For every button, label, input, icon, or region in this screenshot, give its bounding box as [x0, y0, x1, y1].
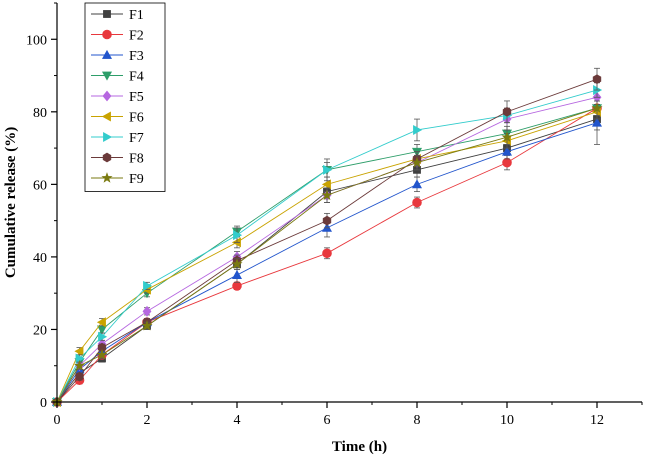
data-point	[142, 305, 152, 317]
x-tick-label: 12	[590, 413, 604, 428]
data-point	[591, 102, 603, 113]
data-point	[411, 179, 423, 189]
legend: F1 F2 F3 F4 F5 F6 F7 F8 F9	[84, 2, 166, 192]
data-point	[502, 106, 512, 117]
x-tick-label: 10	[500, 413, 514, 428]
x-axis-title: Time (h)	[332, 439, 387, 455]
legend-label: F7	[129, 131, 144, 146]
data-point	[502, 157, 512, 168]
data-point	[413, 124, 423, 135]
legend-marker	[101, 71, 113, 81]
data-point	[501, 146, 513, 156]
legend-label: F9	[129, 172, 144, 187]
legend-marker	[101, 49, 113, 59]
y-tick-label: 80	[33, 106, 47, 121]
data-point	[233, 230, 243, 241]
data-point	[75, 353, 85, 364]
legend-label: F5	[129, 90, 144, 105]
series-layer	[51, 67, 603, 408]
x-tick-label: 6	[324, 413, 331, 428]
y-tick-label: 0	[40, 396, 47, 411]
data-point	[323, 164, 333, 175]
legend-label: F8	[129, 152, 144, 167]
y-axis-title: Cumulative release (%)	[3, 127, 19, 278]
data-point	[321, 179, 331, 190]
data-point	[591, 117, 603, 127]
legend-item-f3: F3	[91, 49, 144, 64]
legend-label: F1	[129, 8, 144, 23]
data-point	[322, 248, 332, 259]
data-point	[143, 280, 153, 291]
y-tick-label: 20	[33, 323, 47, 338]
legend-marker	[103, 131, 113, 143]
x-tick-label: 2	[144, 413, 151, 428]
legend-label: F3	[129, 49, 144, 64]
data-point	[501, 131, 513, 142]
data-point	[411, 156, 423, 168]
data-point	[321, 189, 333, 200]
legend-label: F6	[129, 111, 144, 126]
legend-box	[84, 2, 166, 192]
legend-marker	[103, 10, 111, 18]
data-point	[231, 269, 243, 279]
data-point	[96, 349, 108, 360]
legend-item-f9: F9	[91, 172, 144, 187]
data-point	[322, 215, 332, 226]
data-point	[592, 74, 602, 85]
legend-marker	[101, 172, 113, 183]
data-point	[98, 331, 108, 342]
data-point	[73, 359, 86, 371]
x-tick-label: 4	[234, 413, 241, 428]
legend-item-f8: F8	[91, 152, 144, 167]
y-tick-label: 100	[26, 33, 47, 48]
data-point	[231, 258, 243, 269]
x-tick-label: 8	[414, 413, 421, 428]
data-point	[141, 319, 153, 331]
legend-marker	[102, 152, 112, 163]
data-point	[75, 371, 84, 382]
legend-item-f2: F2	[91, 29, 144, 44]
y-tick-label: 40	[33, 251, 47, 266]
legend-label: F4	[129, 70, 144, 85]
y-tick-label: 60	[33, 178, 47, 193]
legend-label: F2	[129, 29, 144, 44]
data-point	[74, 346, 84, 357]
legend-item-f5: F5	[91, 90, 144, 105]
axes-layer: 0 2 4 6 8 10 12 0 20 40 60 80 100	[26, 2, 643, 428]
x-tick-label: 0	[54, 413, 61, 428]
legend-item-f7: F7	[91, 131, 144, 146]
data-point	[96, 317, 106, 328]
data-point	[412, 197, 422, 208]
legend-item-f4: F4	[91, 70, 144, 85]
legend-marker	[101, 111, 111, 122]
legend-marker	[102, 90, 112, 102]
data-point	[232, 281, 242, 291]
series-f9	[51, 100, 603, 407]
legend-item-f1: F1	[91, 8, 144, 23]
legend-item-f6: F6	[91, 111, 144, 126]
legend-marker	[102, 29, 112, 40]
